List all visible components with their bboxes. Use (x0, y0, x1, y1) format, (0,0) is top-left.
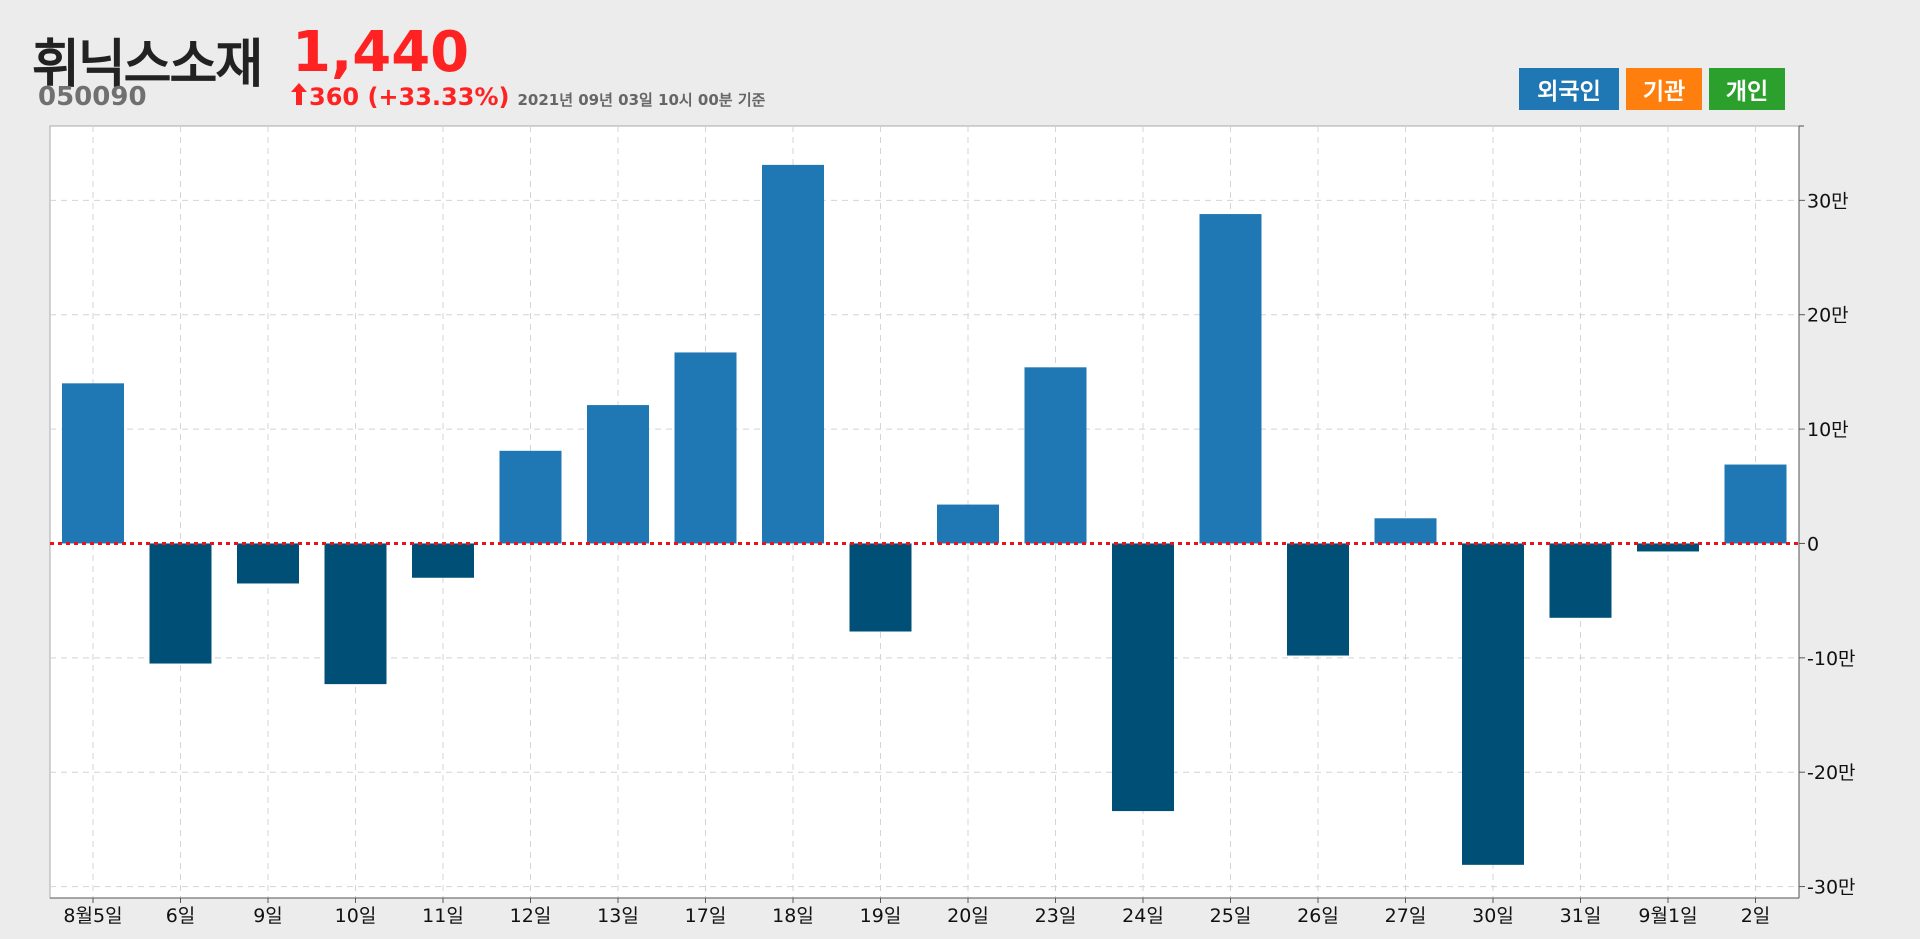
y-tick-label: 20만 (1807, 305, 1849, 327)
x-tick-label: 9일 (253, 905, 283, 927)
x-tick-label: 31일 (1560, 905, 1602, 927)
investor-legend: 외국인 기관 개인 (1519, 68, 1785, 110)
x-tick-label: 2일 (1741, 905, 1771, 927)
x-tick-label: 20일 (947, 905, 989, 927)
individual-button[interactable]: 개인 (1709, 68, 1785, 110)
x-tick-label: 24일 (1122, 905, 1164, 927)
basis-time: 2021년 09년 03일 10시 00분 기준 (517, 91, 766, 109)
up-arrow-icon (291, 83, 307, 105)
x-tick-label: 23일 (1035, 905, 1077, 927)
x-tick-label: 18일 (772, 905, 814, 927)
y-tick-label: 0 (1807, 533, 1819, 555)
y-axis: 30만 20만 10만 0 -10만 -20만 -30만 (1798, 125, 1856, 899)
foreign-button[interactable]: 외국인 (1519, 68, 1619, 110)
bars (62, 164, 1787, 865)
bar-19 (1724, 464, 1787, 544)
bar-16 (1462, 543, 1524, 865)
bar-8 (762, 164, 824, 544)
bar-0 (62, 383, 124, 544)
bar-11 (1024, 367, 1087, 544)
bar-7 (674, 352, 737, 544)
bar-10 (937, 504, 999, 544)
bar-17 (1549, 543, 1612, 618)
plot-area (49, 125, 1800, 899)
y-tick-label: 10만 (1807, 419, 1849, 441)
price-change: 360 (+33.33%) 2021년 09년 03일 10시 00분 기준 (291, 83, 765, 111)
bar-3 (324, 543, 387, 685)
x-tick-label: 17일 (685, 905, 727, 927)
stock-name: 휘닉스소재 (32, 35, 263, 95)
x-tick-label: 13일 (597, 905, 639, 927)
bar-6 (587, 405, 649, 544)
x-tick-label: 8월5일 (63, 905, 122, 927)
grid-lines (50, 126, 1799, 898)
x-tick-label: 10일 (335, 905, 377, 927)
bar-12 (1112, 543, 1174, 812)
x-tick-label: 9월1일 (1638, 905, 1697, 927)
x-tick-label: 11일 (422, 905, 464, 927)
x-tick-label: 30일 (1472, 905, 1514, 927)
bar-18 (1637, 543, 1699, 552)
x-tick-label: 12일 (510, 905, 552, 927)
stock-code: 050090 (38, 82, 147, 112)
x-tick-label: 25일 (1210, 905, 1252, 927)
header: 휘닉스소재 1,440 050090 360 (+33.33%) 2021년 0… (0, 0, 1920, 125)
y-tick-label: -30만 (1807, 877, 1856, 899)
x-tick-label: 19일 (860, 905, 902, 927)
bar-15 (1374, 518, 1437, 544)
bar-4 (412, 543, 474, 578)
change-value: 360 (+33.33%) (309, 83, 510, 111)
y-tick-label: 30만 (1807, 190, 1849, 212)
x-tick-label: 6일 (166, 905, 196, 927)
y-tick-label: -10만 (1807, 648, 1856, 670)
x-tick-label: 27일 (1385, 905, 1427, 927)
bar-14 (1287, 543, 1349, 656)
stock-price: 1,440 (292, 20, 470, 85)
bar-13 (1199, 214, 1262, 544)
bar-5 (499, 450, 562, 544)
bar-1 (149, 543, 212, 664)
y-tick-label: -20만 (1807, 762, 1856, 784)
bar-2 (237, 543, 299, 584)
institution-button[interactable]: 기관 (1626, 68, 1702, 110)
x-axis: 8월5일 6일 9일 10일 11일 12일 13일 17일 18일 19일 20일 23일 24일 25… (50, 897, 1799, 927)
bar-9 (849, 543, 912, 632)
x-tick-label: 26일 (1297, 905, 1339, 927)
